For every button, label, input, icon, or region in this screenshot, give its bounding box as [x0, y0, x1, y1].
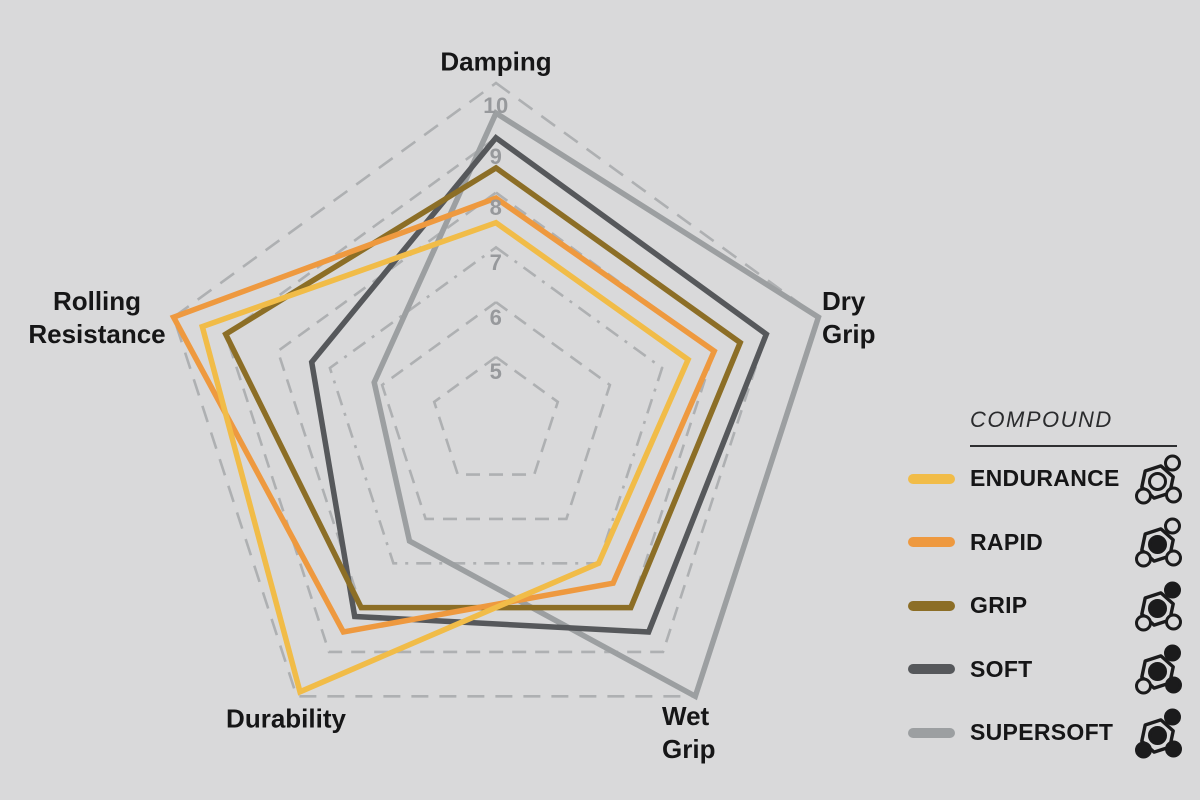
molecule-icon: [1135, 708, 1182, 759]
molecule-icon: [1135, 517, 1182, 568]
legend: COMPOUND ENDURANCE RAPID: [908, 406, 1186, 765]
scale-tick-10: 10: [483, 93, 509, 118]
series-polygon-endurance: [198, 219, 692, 696]
grid-ring-10: [172, 81, 820, 698]
grid-ring-6: [380, 300, 612, 521]
axis-label-damping: Damping: [440, 46, 552, 77]
legend-item-label: GRIP: [970, 592, 1028, 619]
axis-label-dry-grip: Dry Grip: [822, 286, 876, 349]
legend-item-label: SUPERSOFT: [970, 719, 1114, 746]
scale-tick-5: 5: [489, 359, 503, 384]
legend-item-supersoft: SUPERSOFT: [908, 701, 1186, 765]
scale-tick-7: 7: [489, 250, 503, 275]
supersoft-color-swatch: [908, 727, 955, 738]
legend-item-soft: SOFT: [908, 638, 1186, 702]
legend-item-label: RAPID: [970, 528, 1044, 555]
scale-tick-6: 6: [489, 305, 503, 330]
endurance-color-swatch: [908, 473, 955, 484]
axis-label-wet-grip: Wet Grip: [662, 701, 716, 764]
legend-title-underline: [970, 445, 1177, 447]
legend-item-endurance: ENDURANCE: [908, 447, 1186, 511]
molecule-icon: [1135, 644, 1182, 695]
grid-ring-5: [432, 355, 560, 476]
legend-title: COMPOUND: [970, 407, 1113, 432]
soft-color-swatch: [908, 664, 955, 675]
legend-rows: ENDURANCE RAPID: [908, 447, 1186, 765]
scale-tick-8: 8: [489, 195, 503, 220]
axis-label-rolling-resistance: Rolling Resistance: [28, 286, 166, 349]
grid-ring-7: [328, 245, 664, 565]
axis-label-durability: Durability: [226, 703, 346, 734]
grip-color-swatch: [908, 600, 955, 611]
molecule-icon: [1135, 454, 1182, 505]
legend-item-grip: GRIP: [908, 574, 1186, 638]
rapid-color-swatch: [908, 537, 955, 548]
legend-item-label: SOFT: [970, 655, 1033, 682]
legend-item-label: ENDURANCE: [970, 465, 1120, 492]
series-polygon-supersoft: [371, 109, 822, 701]
series-polygon-grip: [222, 164, 744, 611]
series-polygon-soft: [308, 134, 770, 635]
series-polygon-rapid: [169, 195, 718, 636]
scale-tick-9: 9: [489, 144, 503, 169]
molecule-icon: [1135, 581, 1182, 632]
legend-item-rapid: RAPID: [908, 511, 1186, 575]
